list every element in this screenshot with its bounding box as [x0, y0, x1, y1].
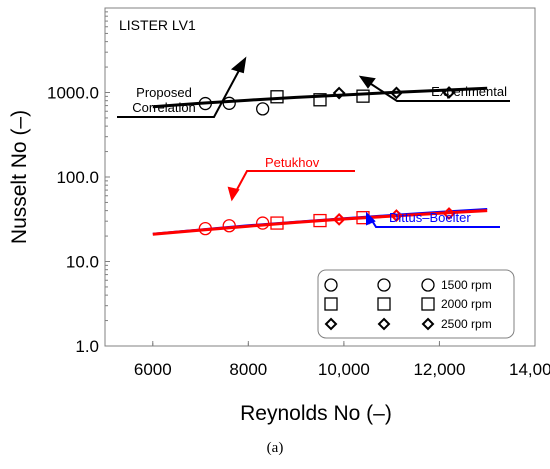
- annotation-experimental: Experimental: [431, 84, 507, 99]
- x-tick-label: 12,000: [413, 360, 465, 379]
- circle-point: [198, 221, 212, 236]
- legend-diamond-marker: [421, 317, 435, 331]
- y-tick-label: 100.0: [56, 168, 99, 187]
- dittus-boelter-arrowhead: [366, 211, 376, 226]
- legend-square-marker: [377, 297, 391, 311]
- annotations: [117, 56, 510, 228]
- experimental-arrowhead: [358, 75, 376, 89]
- diamond-point: [390, 209, 403, 222]
- legend-square-marker: [324, 297, 338, 311]
- proposed-correlation-leader: [117, 62, 244, 118]
- experimental-leader: [364, 79, 510, 102]
- annotation-dittus-boelter: Dittus–Boelter: [389, 210, 471, 225]
- circle-point: [198, 96, 212, 111]
- y-axis-title: Nusselt No (–): [8, 110, 31, 244]
- x-axis: 6000 8000 10,000 12,000 14,000: [134, 341, 550, 379]
- proposed-correlation-line: [152, 86, 488, 109]
- legend-label: 2000 rpm: [441, 297, 492, 311]
- legend-box: [317, 269, 515, 339]
- proposed-correlation-arrowhead: [230, 56, 247, 74]
- legend-label: 1500 rpm: [441, 278, 492, 292]
- legend-circle-marker: [377, 278, 391, 292]
- square-point: [356, 89, 370, 103]
- legend: 1500 rpm 2000 rpm 2500 rpm: [317, 269, 515, 339]
- x-tick-label: 8000: [229, 360, 267, 379]
- y-tick-label: 1.0: [75, 337, 99, 356]
- diamond-point: [332, 86, 346, 100]
- correlation-lines: [152, 86, 488, 236]
- legend-square-marker: [421, 297, 435, 311]
- annotation-proposed: Proposed: [136, 85, 192, 100]
- chart-title: LISTER LV1: [119, 17, 196, 33]
- y-axis: 1.0 10.0 100.0 1000.0: [47, 11, 110, 356]
- petukhov-leader: [233, 170, 355, 196]
- square-point: [270, 216, 284, 230]
- x-axis-title: Reynolds No (–): [240, 402, 392, 425]
- legend-diamond-marker: [377, 317, 391, 331]
- annotation-petukhov: Petukhov: [265, 155, 320, 170]
- nusselt-reynolds-chart: 1.0 10.0 100.0 1000.0 6000 8000 10,000 12,000 1…: [8, 7, 550, 425]
- figure-caption: (a): [266, 440, 284, 456]
- y-tick-label: 10.0: [66, 253, 99, 272]
- annotation-correlation: Correlation: [132, 100, 196, 115]
- data-points: [198, 86, 456, 236]
- legend-circle-marker: [324, 278, 338, 292]
- petukhov-arrowhead: [227, 186, 240, 202]
- circle-point: [222, 219, 236, 233]
- diamond-point: [442, 207, 456, 220]
- circle-point: [256, 216, 270, 230]
- x-tick-label: 10,000: [318, 360, 370, 379]
- x-tick-label: 14,000: [509, 360, 550, 379]
- diamond-point: [390, 86, 403, 100]
- legend-diamond-marker: [324, 317, 338, 331]
- diamond-point: [332, 212, 346, 226]
- legend-circle-marker: [421, 278, 435, 292]
- square-point: [270, 90, 284, 104]
- square-point: [313, 213, 327, 228]
- y-tick-label: 1000.0: [47, 84, 99, 103]
- diamond-point: [442, 86, 456, 99]
- circle-point: [222, 96, 236, 110]
- x-tick-label: 6000: [134, 360, 172, 379]
- circle-point: [256, 102, 270, 116]
- square-point: [313, 93, 327, 107]
- legend-label: 2500 rpm: [441, 317, 492, 331]
- petukhov-line: [152, 209, 488, 236]
